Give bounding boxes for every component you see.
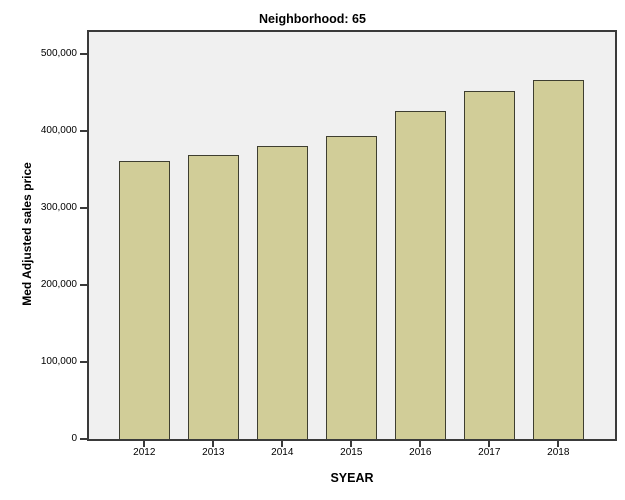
y-tick-label: 200,000: [40, 278, 77, 290]
y-tick-mark: [80, 438, 87, 440]
y-tick-label: 500,000: [40, 47, 77, 59]
x-tick-label: 2014: [271, 447, 294, 458]
x-tick-mark: [350, 441, 353, 447]
bar-2015: [325, 136, 377, 439]
y-tick-mark: [80, 52, 87, 55]
x-tick-label: 2018: [547, 447, 570, 458]
x-tick-label: 2015: [340, 447, 363, 458]
chart-title: Neighborhood: 65: [259, 12, 366, 26]
x-tick-label: 2013: [202, 447, 225, 458]
bar-2018: [532, 80, 584, 439]
x-tick-mark: [557, 441, 560, 447]
y-tick-label: 300,000: [40, 201, 77, 213]
bar-2016: [394, 111, 446, 439]
y-tick-mark: [80, 283, 87, 286]
x-tick-label: 2016: [409, 447, 432, 458]
x-tick-mark: [419, 441, 422, 447]
y-tick-label: 400,000: [40, 124, 77, 136]
plot-area: [87, 30, 617, 441]
bar-2017: [463, 91, 515, 439]
bar-2014: [256, 146, 308, 439]
y-tick-mark: [80, 206, 87, 209]
y-tick-mark: [80, 360, 87, 363]
x-tick-mark: [488, 441, 491, 447]
x-tick-label: 2012: [133, 447, 156, 458]
x-tick-label: 2017: [478, 447, 501, 458]
x-tick-mark: [143, 441, 146, 447]
bar-2013: [187, 155, 239, 439]
bar-2012: [118, 161, 170, 439]
x-tick-mark: [212, 441, 215, 447]
y-tick-label: 0: [71, 433, 77, 444]
x-axis-title: SYEAR: [330, 471, 374, 485]
y-tick-mark: [80, 129, 87, 132]
y-tick-label: 100,000: [40, 355, 77, 367]
x-tick-mark: [281, 441, 284, 447]
